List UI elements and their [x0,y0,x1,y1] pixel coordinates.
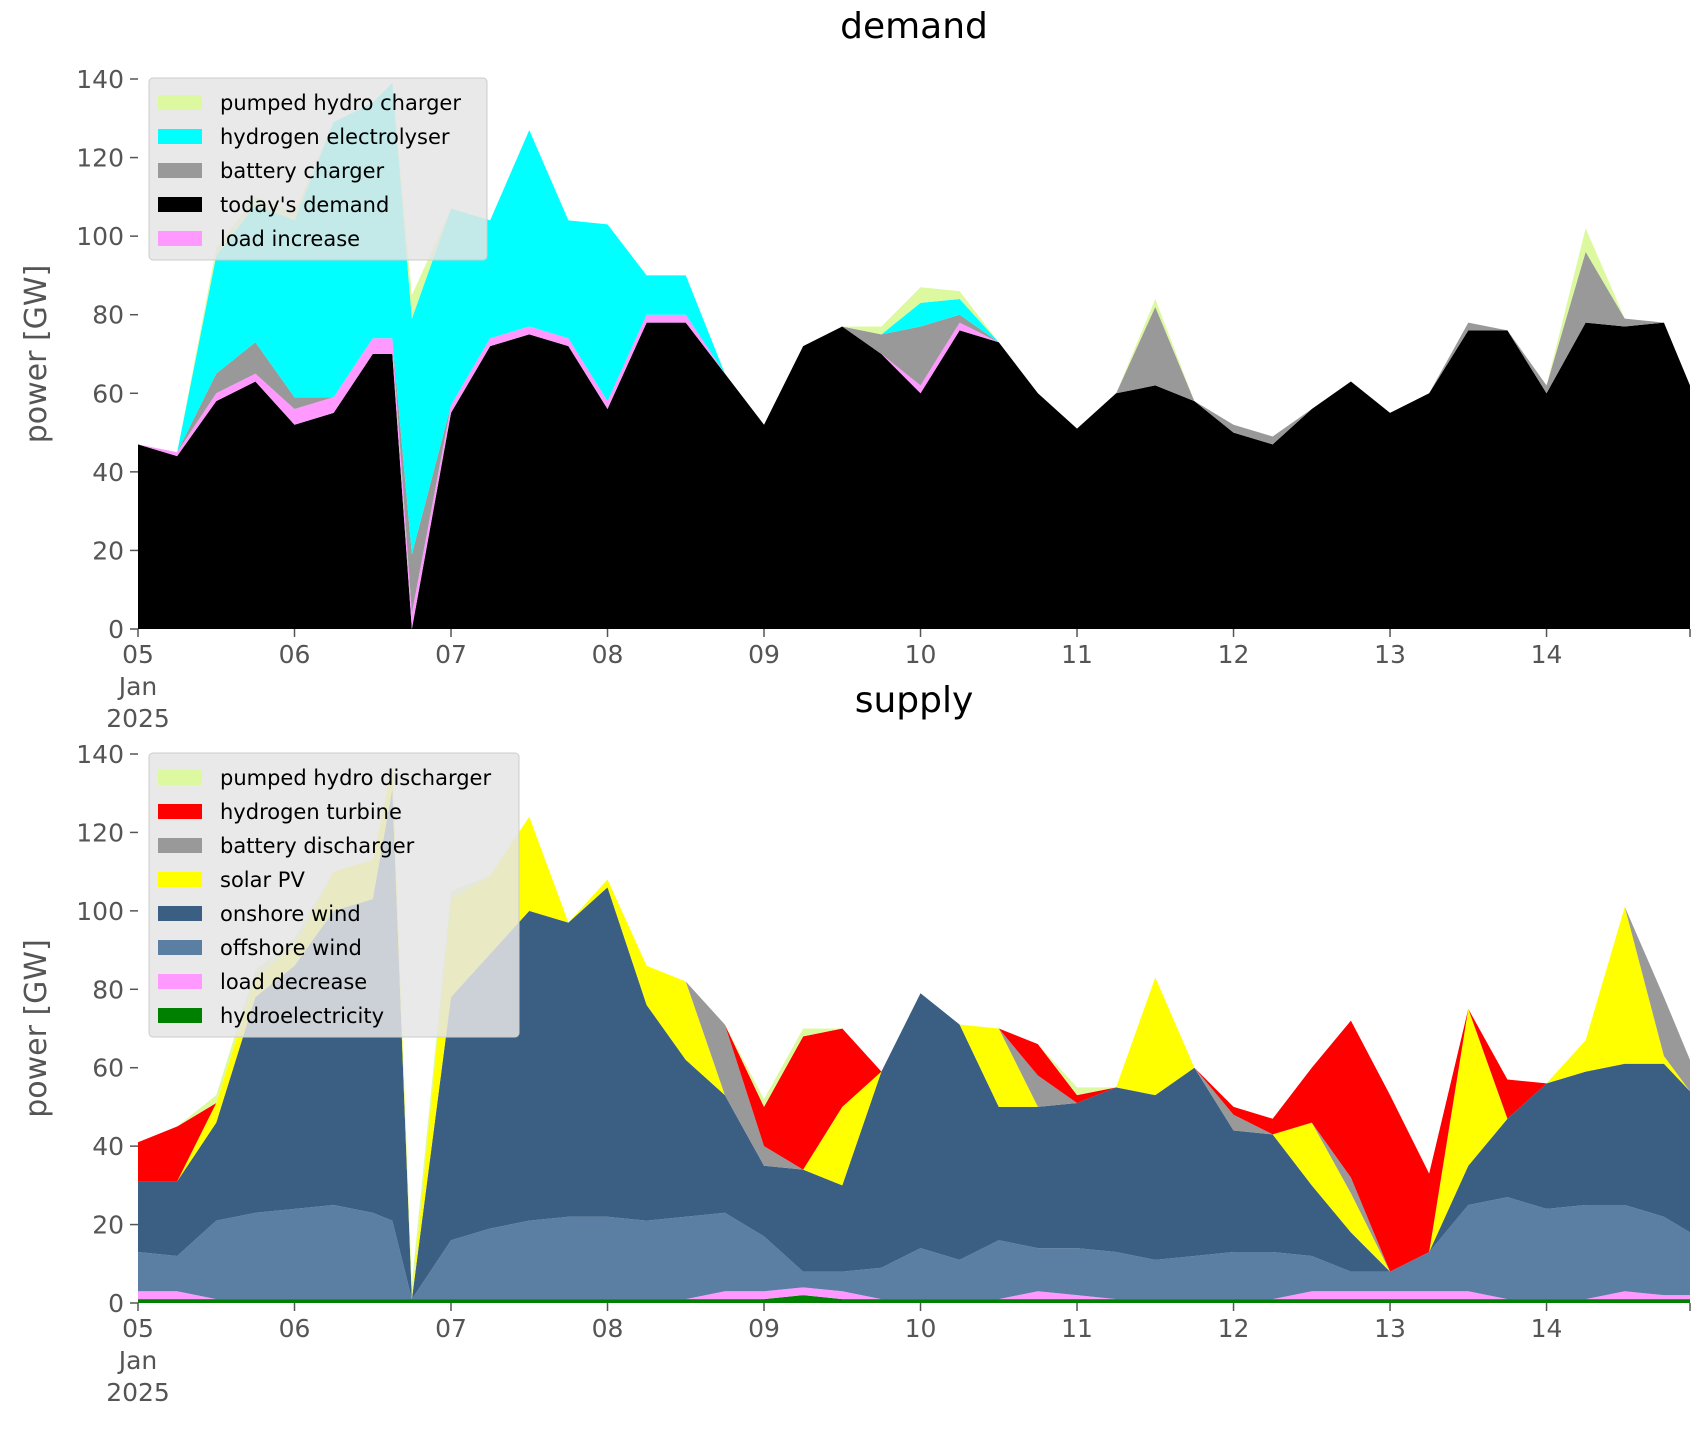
y-tick-label: 140 [76,65,124,94]
legend-label: pumped hydro discharger [220,766,491,790]
y-tick-label: 40 [92,1132,124,1161]
x-tick-label: 09 [748,640,780,669]
area-solar-pv [138,765,1690,1300]
legend-swatch [158,1008,202,1023]
legend-swatch [158,129,202,144]
x-tick-sublabel: 2025 [106,1378,170,1407]
legend-swatch [158,197,202,212]
legend-swatch [158,940,202,955]
legend-swatch [158,770,202,785]
area-today-s-demand [138,322,1690,629]
legend-label: onshore wind [220,902,361,926]
x-tick-label: 08 [592,1314,624,1343]
legend-label: hydroelectricity [220,1004,384,1028]
x-tick-label: 11 [1061,1314,1093,1343]
legend-swatch [158,974,202,989]
x-tick-label: 05 [122,1314,154,1343]
legend-label: offshore wind [220,936,362,960]
legend-frame [148,77,488,261]
legend-label: today's demand [220,193,389,217]
x-tick-sublabel: 2025 [106,704,170,733]
y-axis-label: power [GW] [19,265,54,444]
x-tick-label: 10 [905,640,937,669]
x-tick-label: 07 [435,1314,467,1343]
legend: pumped hydro charger hydrogen electrolyse… [148,77,488,261]
y-tick-label: 0 [108,1289,124,1318]
legend-label: hydrogen turbine [220,800,402,824]
y-tick-label: 0 [108,615,124,644]
y-tick-label: 20 [92,536,124,565]
y-tick-label: 80 [92,301,124,330]
legend-swatch [158,231,202,246]
x-tick-label: 11 [1061,640,1093,669]
x-tick-label: 12 [1218,1314,1250,1343]
area-offshore-wind [138,1197,1690,1300]
chart-title: supply [855,680,974,721]
y-tick-label: 40 [92,458,124,487]
x-tick-label: 06 [279,1314,311,1343]
x-tick-label: 06 [279,640,311,669]
x-tick-sublabel: Jan [117,672,158,701]
legend-swatch [158,838,202,853]
legend-swatch [158,804,202,819]
y-tick-label: 140 [76,740,124,769]
chart-title: demand [840,6,988,47]
y-tick-label: 60 [92,379,124,408]
legend-label: battery charger [220,159,385,183]
x-tick-sublabel: Jan [117,1346,158,1375]
x-tick-label: 14 [1531,640,1563,669]
legend-swatch [158,163,202,178]
x-tick-label: 13 [1374,640,1406,669]
x-tick-label: 07 [435,640,467,669]
legend-swatch [158,906,202,921]
area-load-decrease [138,1287,1690,1300]
y-tick-label: 120 [76,818,124,847]
y-tick-label: 100 [76,222,124,251]
y-tick-label: 80 [92,975,124,1004]
y-axis-label: power [GW] [19,939,54,1118]
legend: pumped hydro discharger hydrogen turbine b… [148,752,520,1038]
legend-swatch [158,95,202,110]
demand-chart: demand 0 20 40 60 80 100 120 140 power [GW] 05 Jan 2… [19,6,1691,733]
x-tick-label: 09 [748,1314,780,1343]
legend-label: hydrogen electrolyser [220,125,450,149]
legend-label: battery discharger [220,834,415,858]
y-tick-label: 120 [76,144,124,173]
legend-label: load increase [220,227,360,251]
x-tick-label: 08 [592,640,624,669]
legend-label: solar PV [220,868,305,892]
x-tick-label: 10 [905,1314,937,1343]
legend-label: load decrease [220,970,367,994]
y-tick-label: 60 [92,1054,124,1083]
supply-chart: supply 0 20 40 60 80 100 120 140 power [GW] 05 Jan 2… [19,680,1691,1407]
area-onshore-wind [138,789,1690,1300]
y-tick-label: 20 [92,1211,124,1240]
x-tick-label: 14 [1531,1314,1563,1343]
legend-label: pumped hydro charger [220,91,461,115]
legend-frame [148,752,520,1038]
x-tick-label: 05 [122,640,154,669]
x-tick-label: 12 [1218,640,1250,669]
area-hydrogen-electrolyser [138,82,1690,555]
y-tick-label: 100 [76,897,124,926]
legend-swatch [158,872,202,887]
x-tick-label: 13 [1374,1314,1406,1343]
